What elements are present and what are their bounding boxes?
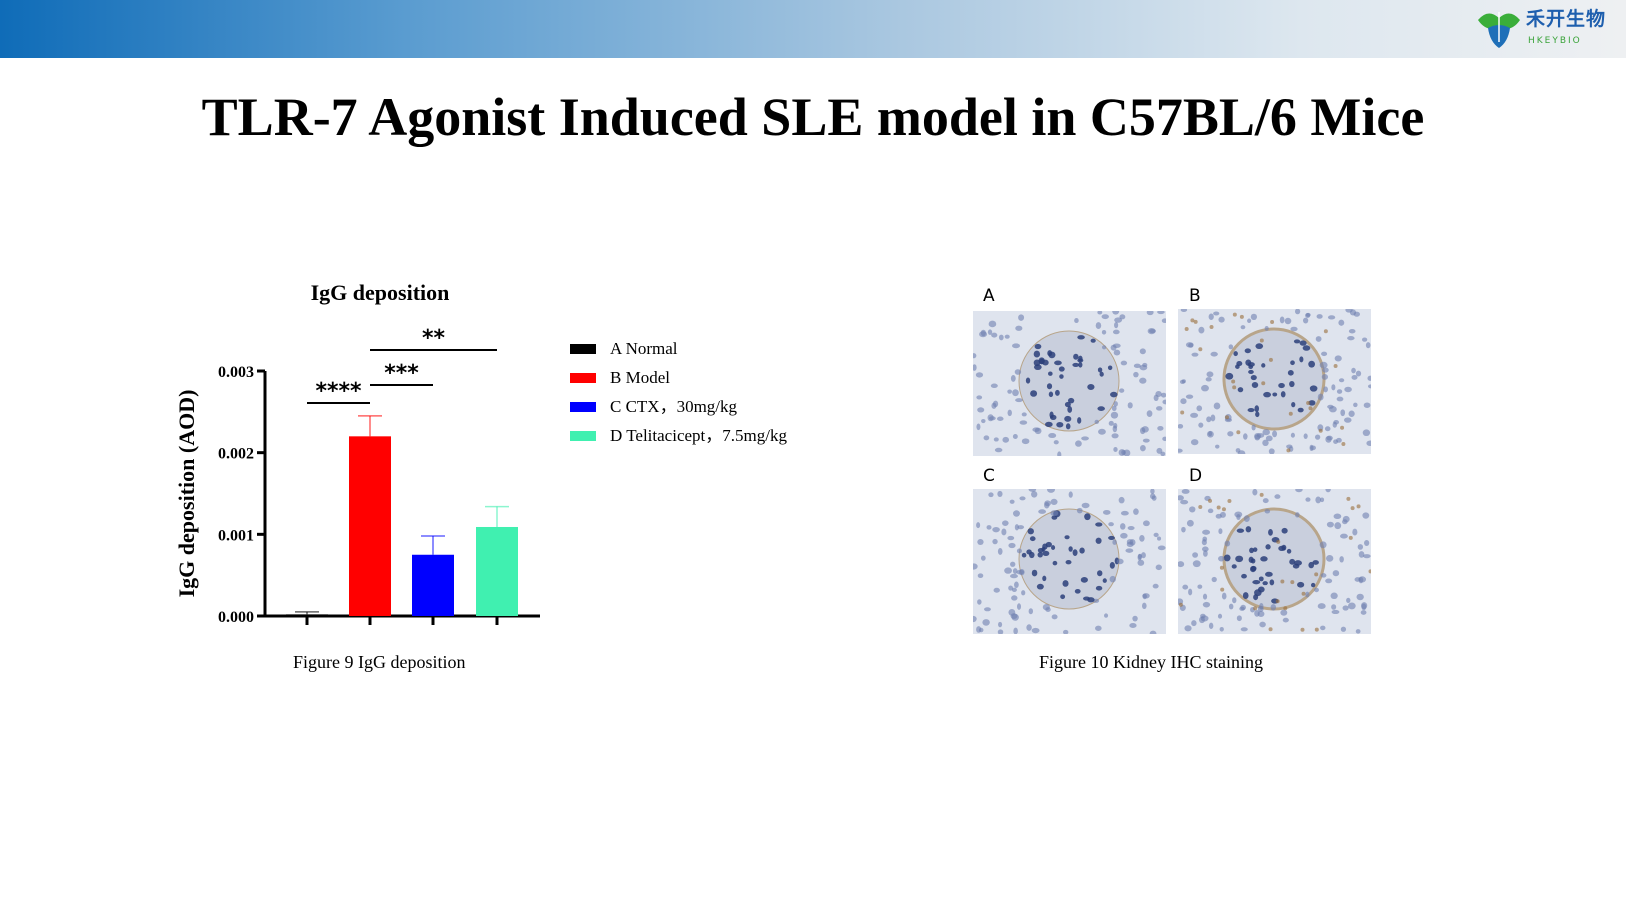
legend-swatch [570, 430, 596, 441]
ihc-image-b [1178, 309, 1371, 454]
legend-item: D Telitacicept，7.5mg/kg [570, 421, 787, 450]
bar-chart: 0.000 0.001 0.002 0.003 IgG deposition (AOD)… [174, 326, 540, 626]
panel-label-b: B [1189, 286, 1201, 306]
y-tick-label: 0.001 [218, 527, 254, 544]
y-tick-label: 0.003 [218, 364, 254, 381]
significance-label: **** [315, 379, 362, 404]
bar-a [286, 614, 328, 617]
header-banner: 禾开生物 HKEYBIO [0, 0, 1626, 58]
panel-label-d: D [1189, 466, 1203, 486]
chart-title: IgG deposition [310, 280, 450, 305]
chart-legend: A Normal B Model C CTX，30mg/kg D Telitacice… [570, 334, 787, 450]
figure-10-caption: Figure 10 Kidney IHC staining [1039, 652, 1263, 672]
ihc-image-c [973, 489, 1166, 634]
bar-d [476, 526, 518, 616]
legend-label: D Telitacicept，7.5mg/kg [610, 425, 787, 445]
logo-chinese: 禾开生物 [1526, 8, 1607, 30]
legend-swatch [570, 401, 596, 412]
ihc-image-a [973, 311, 1166, 456]
legend-label: B Model [610, 367, 670, 387]
legend-swatch [570, 343, 596, 354]
bar-c [412, 554, 454, 616]
ihc-image-d [1178, 489, 1371, 634]
logo-english: HKEYBIO [1528, 36, 1582, 46]
panel-label-c: C [983, 466, 995, 486]
legend-swatch [570, 372, 596, 383]
legend-item: C CTX，30mg/kg [570, 392, 787, 421]
y-tick-label: 0.002 [218, 446, 254, 463]
legend-item: B Model [570, 363, 787, 392]
panel-label-a: A [983, 286, 995, 306]
company-logo: 禾开生物 HKEYBIO [1476, 6, 1622, 52]
legend-label: C CTX，30mg/kg [610, 396, 738, 416]
significance-label: *** [384, 361, 419, 386]
legend-item: A Normal [570, 334, 787, 363]
y-tick-label: 0.000 [218, 609, 254, 626]
legend-label: A Normal [610, 338, 678, 358]
y-axis-label: IgG deposition (AOD) [174, 390, 199, 598]
significance-label: ** [422, 326, 446, 351]
bar-b [349, 436, 391, 616]
figure-9-caption: Figure 9 IgG deposition [293, 652, 466, 672]
page-title: TLR-7 Agonist Induced SLE model in C57BL… [201, 87, 1425, 147]
leaf-logo-icon [1478, 12, 1520, 48]
